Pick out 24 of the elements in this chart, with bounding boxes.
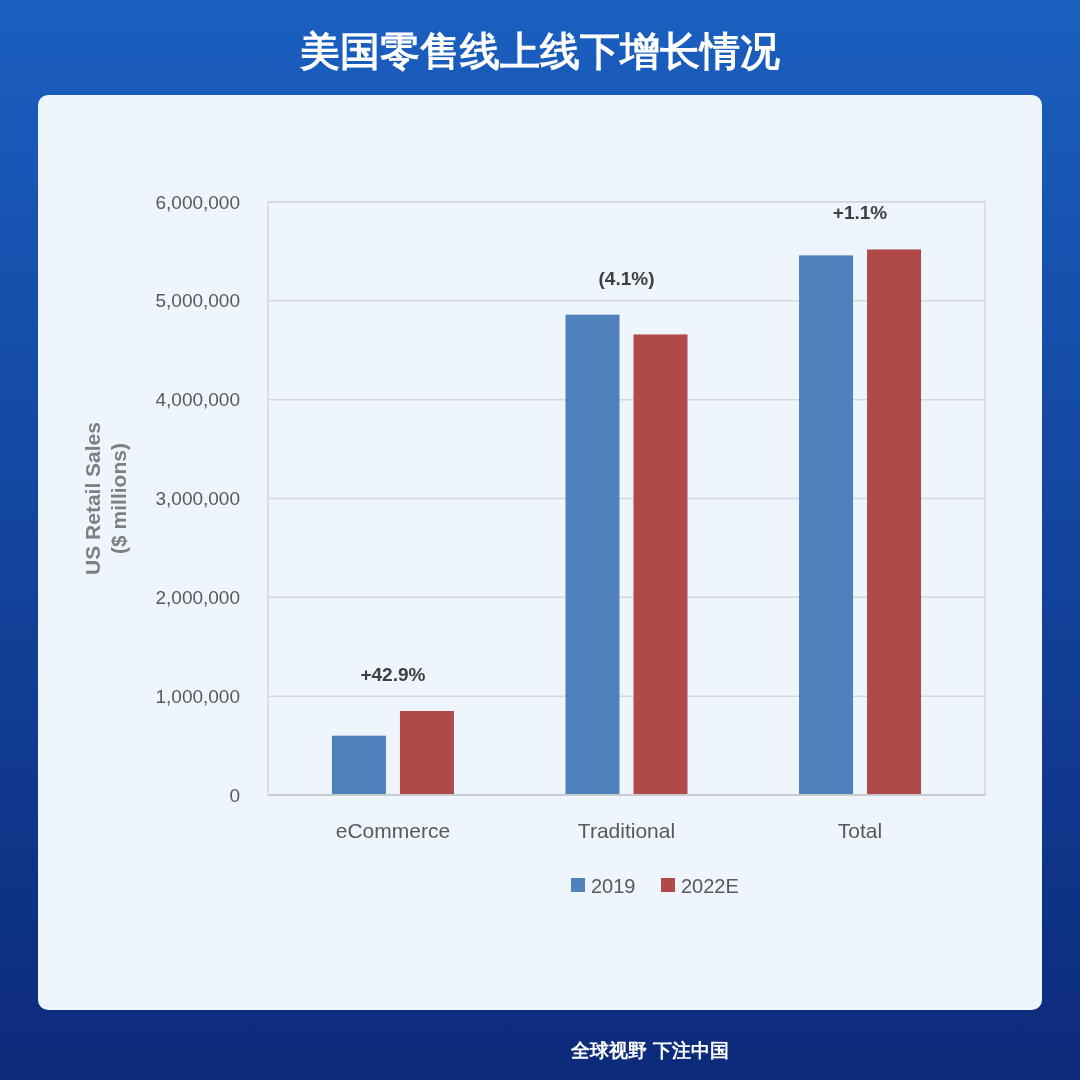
y-tick-label: 2,000,000 — [155, 586, 240, 608]
annotation: (4.1%) — [598, 267, 655, 289]
legend-label: 2022E — [681, 875, 739, 897]
bar — [565, 314, 620, 795]
bar — [331, 735, 386, 795]
annotation: +42.9% — [360, 663, 426, 685]
x-tick-label: Total — [837, 819, 883, 842]
y-tick-label: 6,000,000 — [155, 191, 240, 213]
y-tick-label: 4,000,000 — [155, 389, 240, 411]
x-tick-label: eCommerce — [335, 819, 451, 842]
legend-label: 2019 — [591, 875, 636, 897]
annotation: +1.1% — [832, 202, 888, 224]
chart-title: 美国零售线上线下增长情况 — [299, 29, 780, 73]
y-tick-label: 1,000,000 — [155, 685, 240, 707]
bar — [867, 249, 922, 795]
y-axis-title: US Retail Sales ($ millions) — [81, 422, 130, 575]
bar — [633, 334, 688, 795]
y-tick-label: 0 — [229, 784, 240, 806]
bar — [799, 255, 854, 795]
y-tick-label: 3,000,000 — [155, 488, 240, 510]
text: 全球视野 下注中国 — [570, 1040, 729, 1061]
bar — [399, 710, 454, 795]
x-tick-label: Traditional — [577, 819, 676, 842]
y-tick-label: 5,000,000 — [155, 290, 240, 312]
